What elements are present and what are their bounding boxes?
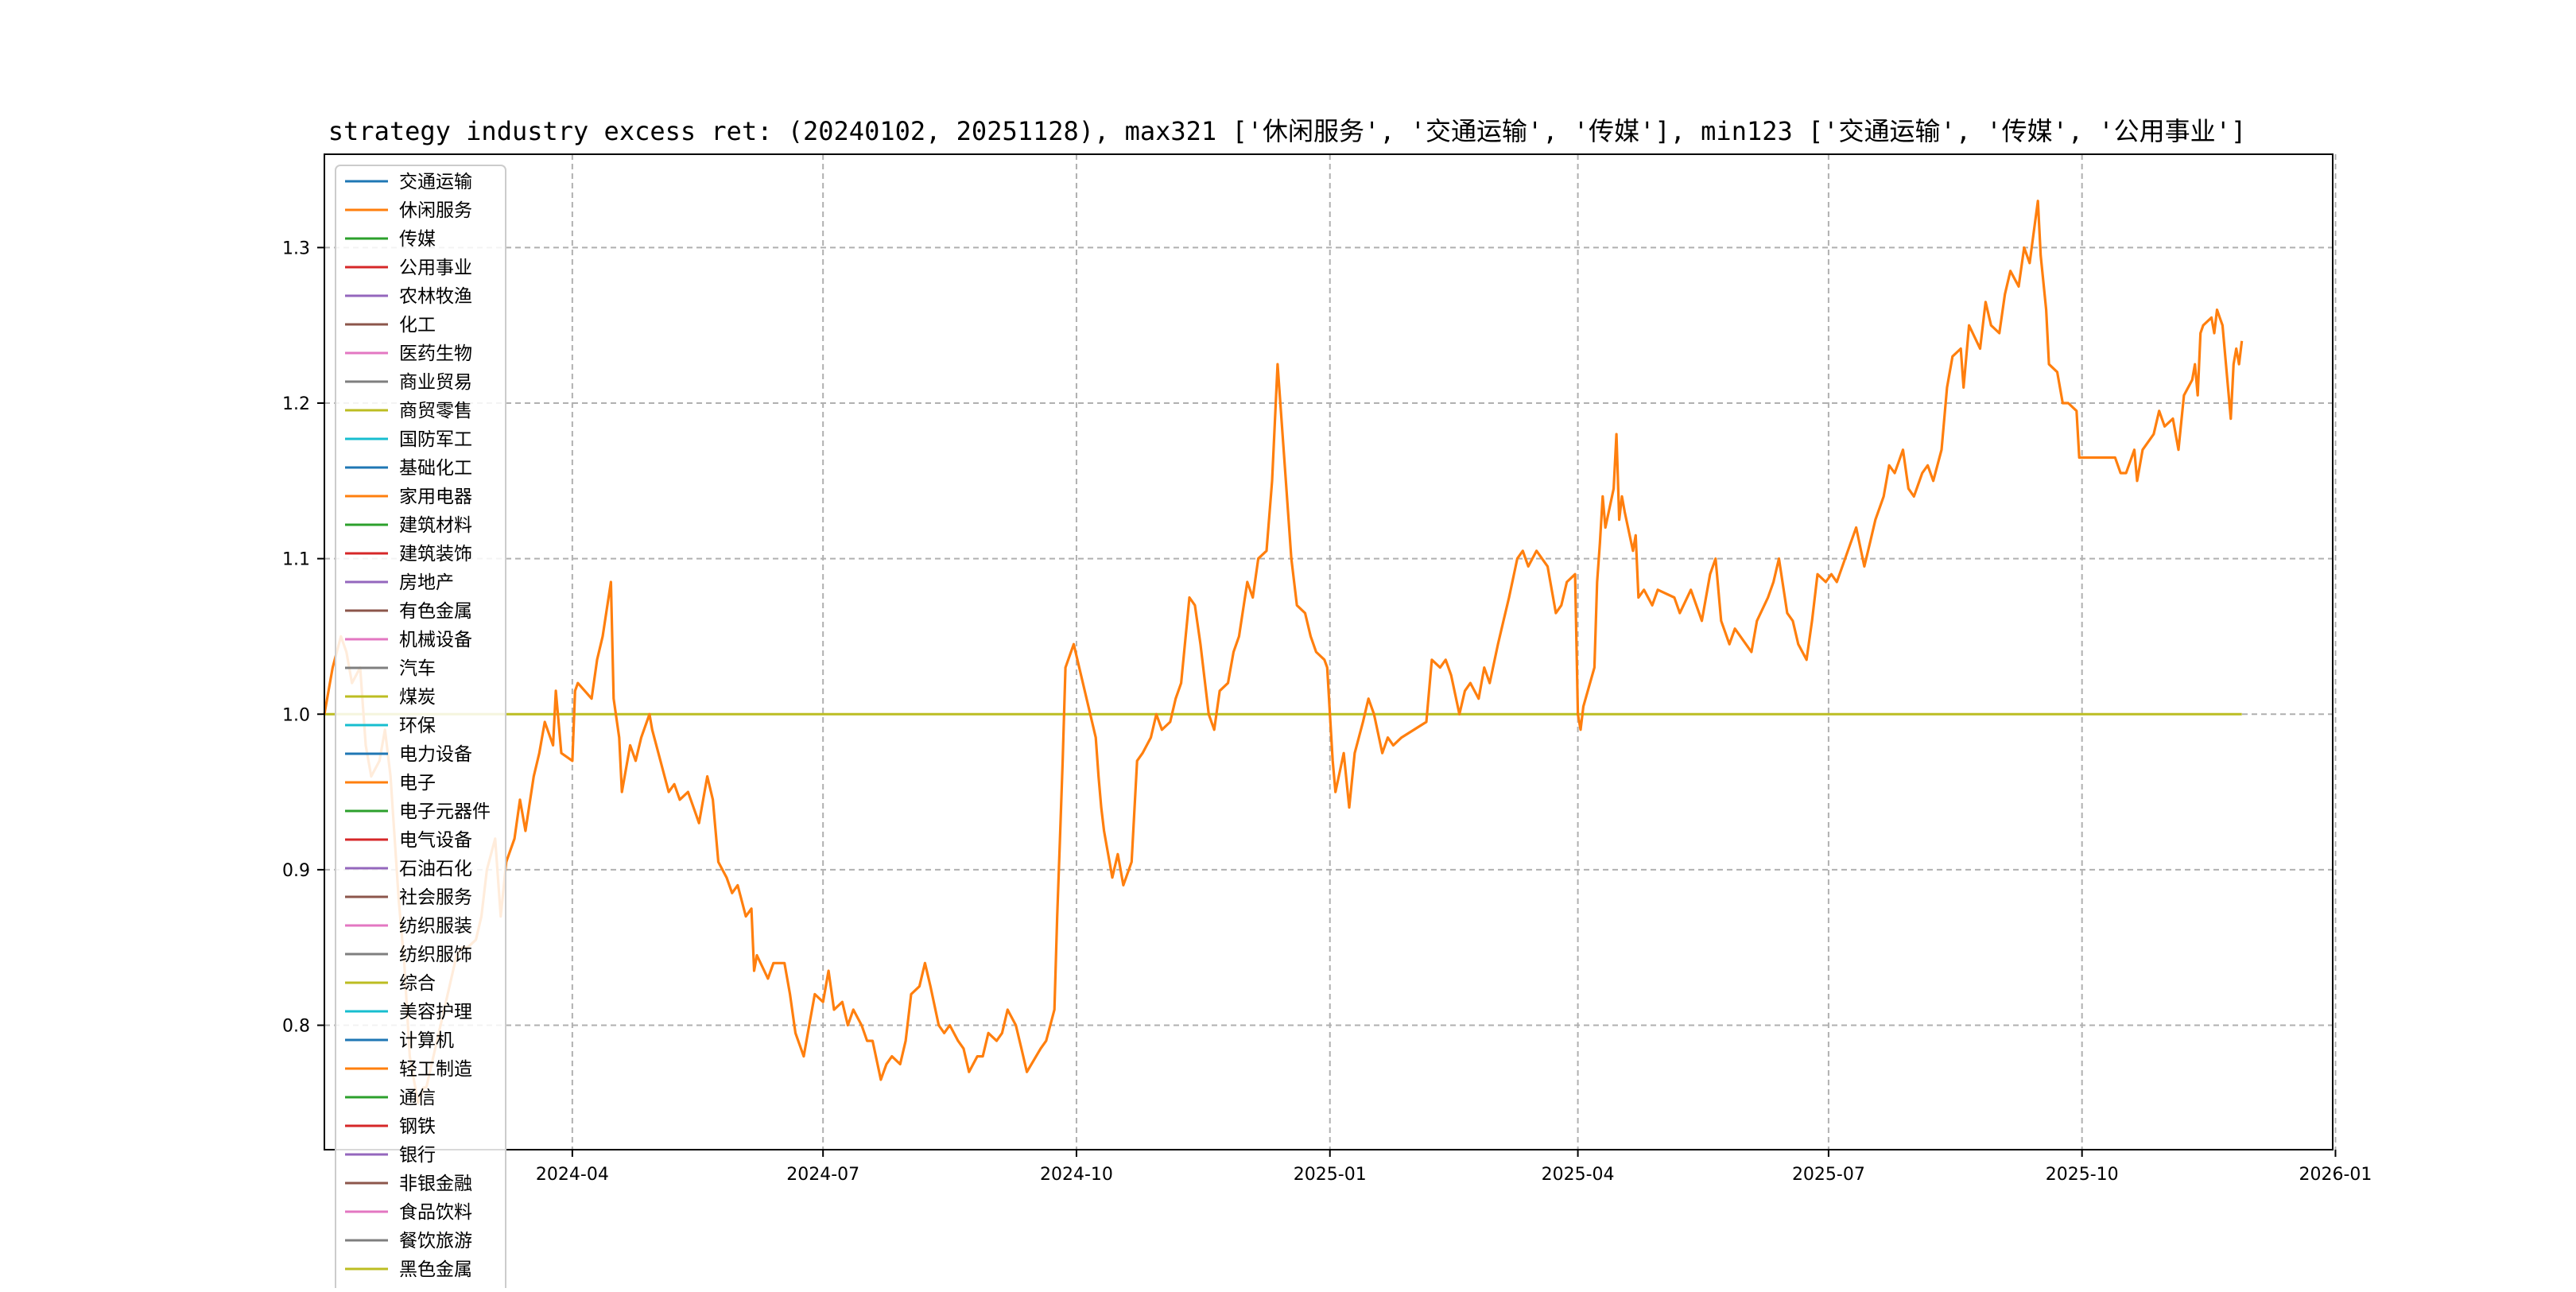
legend: 交通运输休闲服务传媒公用事业农林牧渔化工医药生物商业贸易商贸零售国防军工基础化工… [335, 165, 506, 1292]
y-tick-label: 0.9 [282, 861, 310, 881]
y-tick-label: 0.8 [282, 1017, 310, 1037]
legend-label: 银行 [399, 1145, 436, 1166]
x-tick-label: 2025-01 [1294, 1165, 1367, 1185]
legend-label: 纺织服饰 [399, 945, 472, 965]
plot-area-frame [324, 153, 2334, 1150]
legend-label: 有色金属 [399, 601, 472, 622]
legend-label: 公用事业 [399, 258, 472, 278]
legend-label: 交通运输 [399, 172, 472, 192]
legend-label: 商贸零售 [399, 401, 472, 421]
x-tick-label: 2025-07 [1792, 1165, 1865, 1185]
legend-label: 建筑装饰 [399, 544, 472, 565]
legend-label: 基础化工 [399, 458, 472, 479]
chart-title: strategy industry excess ret: (20240102,… [328, 116, 2246, 146]
legend-label: 医药生物 [399, 343, 472, 364]
y-tick-label: 1.3 [282, 239, 310, 258]
legend-label: 电气设备 [399, 830, 472, 851]
legend-label: 计算机 [399, 1030, 454, 1051]
axes: 0.8 0.9 1.0 1.1 1.2 1.3 2024-04 2024-07 2024-10 2… [282, 239, 2372, 1185]
legend-label: 电子 [399, 773, 436, 793]
legend-label: 通信 [399, 1088, 436, 1108]
x-tick-label: 2026-01 [2299, 1165, 2372, 1185]
legend-label: 美容护理 [399, 1002, 472, 1022]
legend-label: 轻工制造 [399, 1059, 472, 1080]
legend-label: 房地产 [399, 572, 454, 593]
series-line-休闲服务 [323, 200, 2244, 1104]
legend-label: 建筑材料 [399, 515, 472, 536]
x-tick-label: 2024-10 [1040, 1165, 1113, 1185]
legend-label: 餐饮旅游 [399, 1231, 472, 1251]
legend-label: 煤炭 [399, 687, 436, 708]
legend-label: 综合 [399, 973, 436, 994]
x-tick-label: 2025-04 [1542, 1165, 1615, 1185]
series-lines [323, 200, 2244, 1104]
legend-label: 电力设备 [399, 744, 472, 765]
legend-label: 钢铁 [399, 1116, 436, 1137]
legend-label: 社会服务 [399, 887, 472, 908]
legend-label: 非银金融 [399, 1174, 472, 1194]
legend-label: 石油石化 [399, 859, 472, 879]
x-tick-label: 2024-07 [786, 1165, 859, 1185]
legend-label: 国防军工 [399, 429, 472, 450]
legend-label: 纺织服装 [399, 916, 472, 937]
legend-label: 黑色金属 [399, 1259, 472, 1280]
y-tick-label: 1.2 [282, 394, 310, 414]
legend-label: 化工 [399, 315, 436, 336]
y-tick-label: 1.0 [282, 705, 310, 725]
legend-label: 传媒 [399, 229, 436, 250]
legend-label: 农林牧渔 [399, 286, 472, 307]
y-tick-label: 1.1 [282, 550, 310, 570]
x-tick-label: 2025-10 [2046, 1165, 2119, 1185]
legend-label: 食品饮料 [399, 1202, 472, 1223]
legend-label: 汽车 [399, 658, 436, 679]
legend-label: 电子元器件 [399, 801, 491, 822]
x-tick-label: 2024-04 [536, 1165, 609, 1185]
legend-label: 家用电器 [399, 487, 472, 507]
legend-label: 环保 [399, 716, 436, 736]
legend-label: 机械设备 [399, 630, 472, 650]
legend-label: 休闲服务 [399, 200, 472, 221]
legend-label: 商业贸易 [399, 372, 472, 393]
